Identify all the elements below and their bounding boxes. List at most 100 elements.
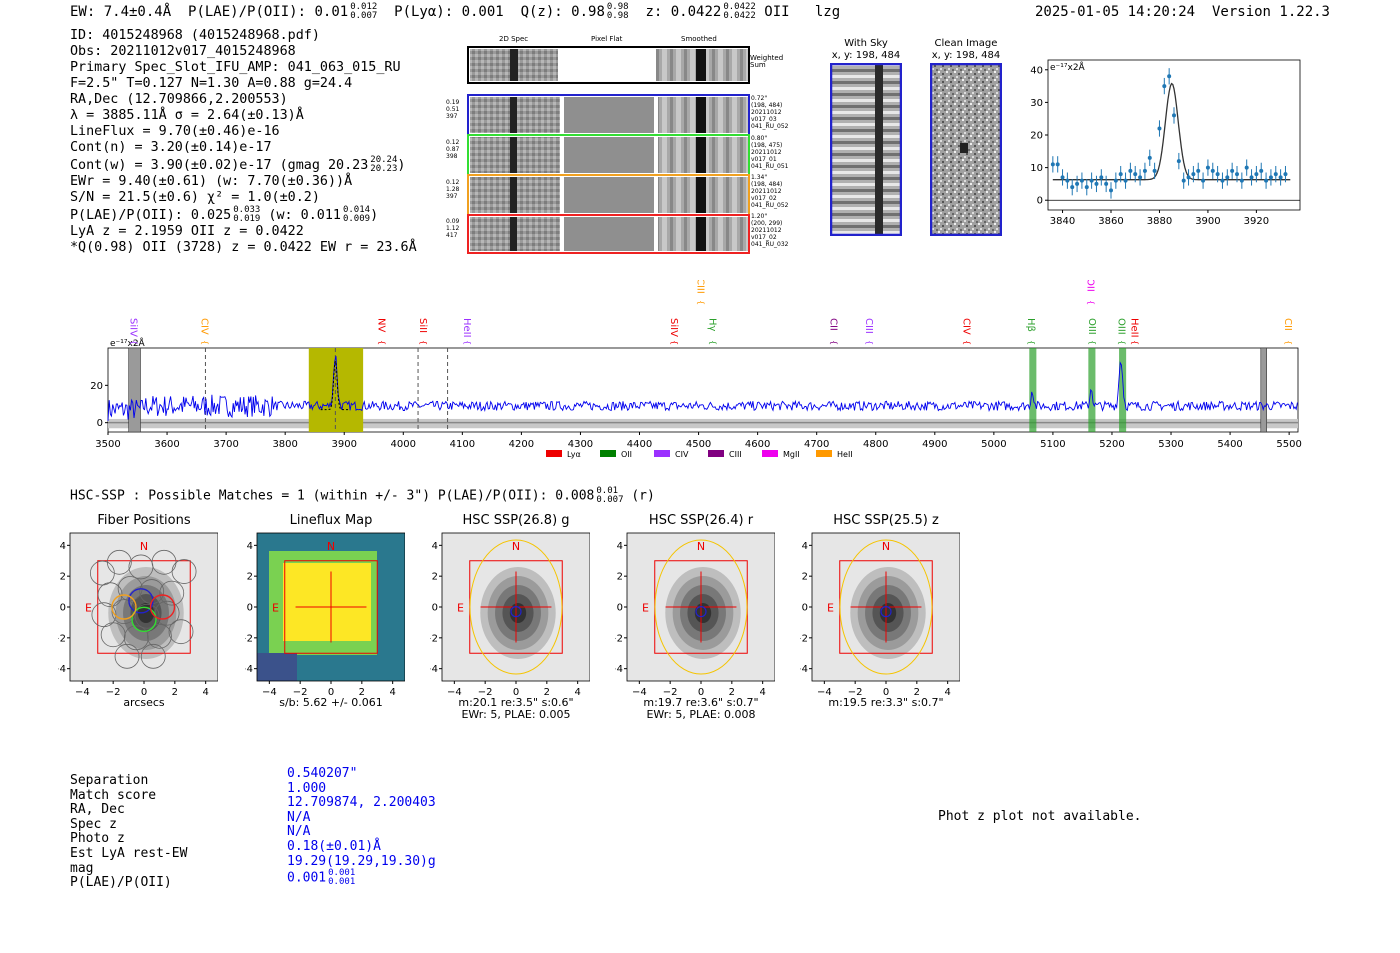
cutout-row-1: [467, 94, 750, 136]
panel-xtick-label: −4: [817, 687, 832, 698]
legend-swatch: [546, 450, 562, 457]
spectrum-xtick-label: 4100: [450, 439, 475, 450]
row-3-left-c: 397: [446, 193, 458, 200]
match-label-mag: mag: [70, 860, 94, 876]
legend-label: HeII: [837, 450, 853, 459]
row-3-left-a: 0.12: [446, 179, 460, 186]
row-3-right-b: (198, 484): [751, 181, 783, 188]
row-2-left-b: 0.87: [446, 146, 460, 153]
row-1-right-e: 041_RU_052: [751, 123, 789, 130]
row-3-right-c: 20211012: [751, 188, 782, 195]
panel-ytick-label: 4: [617, 541, 623, 552]
row-1-left: 0.19 0.51 397: [446, 99, 459, 120]
panel-ytick-label: −4: [245, 664, 253, 675]
spectrum-fit-overlay: [320, 360, 351, 411]
fiber-circle: [168, 619, 194, 645]
spectrum-ytick-label: 0: [97, 418, 103, 429]
fit-data-point: [1249, 175, 1254, 180]
panel-xtick-label: 0: [883, 687, 889, 698]
row-4-right-b: (200, 299): [751, 220, 783, 227]
match-label-plae: P(LAE)/P(OII): [70, 875, 172, 891]
header-flag: lzg: [814, 4, 841, 20]
hsc-panel-caption: s/b: 5.62 +/- 0.061: [247, 697, 415, 709]
hsc-panel-title: HSC SSP(26.4) r: [648, 513, 754, 528]
panel-ytick-label: 2: [60, 572, 66, 583]
match-labels: Separation Match score RA, Dec Spec z Ph…: [70, 773, 187, 891]
fit-data-point: [1138, 175, 1143, 180]
header-plae-label: P(LAE)/P(OII):: [188, 4, 307, 20]
hsc-panel-caption-line: m:19.5 re:3.3" s:0.7": [828, 696, 944, 709]
panel-ytick-label: 2: [247, 572, 253, 583]
fit-data-point: [1128, 168, 1133, 173]
row-4-right-a: 1.20": [751, 213, 768, 220]
with-sky-header: With Sky x, y: 198, 484: [826, 38, 906, 62]
fit-data-point: [1210, 168, 1215, 173]
cutout-weighted-row: [467, 46, 750, 84]
fit-data-point: [1244, 165, 1249, 170]
fit-data-point: [1157, 126, 1162, 131]
row-4-left-a: 0.09: [446, 218, 460, 225]
spectrum-line-label: Hβ {: [1025, 318, 1036, 345]
spectrum-xtick-label: 5200: [1099, 439, 1124, 450]
spectrum-line-label: SiII {: [417, 318, 428, 345]
fit-data-point: [1220, 178, 1225, 183]
spectrum-xtick-label: 4300: [568, 439, 593, 450]
col-label-smoothed: Smoothed: [681, 35, 717, 43]
spectrum-line-name: SiII: [417, 318, 428, 333]
spectrum-line-label: OIII {: [1116, 318, 1127, 345]
hsc-header: HSC-SSP : Possible Matches = 1 (within +…: [70, 487, 655, 505]
header-plae-lo: 0.007: [350, 11, 378, 21]
spectrum-line-label: CIV {: [198, 318, 209, 345]
panel-xtick-label: 2: [172, 687, 178, 698]
spectrum-xtick-label: 4900: [922, 439, 947, 450]
full-spectrum-chart: 3500 3600 3700 3800 3900 4000 4100 4200 4300 4400…: [90, 280, 1302, 459]
fit-data-point: [1142, 168, 1147, 173]
east-label: E: [272, 602, 279, 615]
fit-data-point: [1084, 185, 1089, 190]
panel-ytick-label: 2: [802, 572, 808, 583]
fit-data-point: [1278, 175, 1283, 180]
spectrum-xtick-label: 3800: [272, 439, 297, 450]
hsc-panel-caption: arcsecs: [60, 697, 228, 709]
info-contw-main: Cont(w) = 3.90(±0.02)e-17 (gmag 20.23: [70, 158, 369, 173]
spectrum-line-brace: {: [463, 340, 472, 345]
spectrum-line-name: OIII: [1086, 318, 1097, 335]
row-2-right-b: (198, 475): [751, 142, 783, 149]
north-label: N: [327, 540, 335, 553]
fiber-circle-fourth: [149, 594, 176, 620]
panel-xtick-label: −4: [447, 687, 462, 698]
spectrum-line-brace: {: [419, 340, 428, 345]
row-2-right: 0.80" (198, 475) 20211012 v017_01 041_RU_051: [751, 135, 788, 170]
weighted-sum-label: Weighted Sum: [750, 54, 784, 69]
match-value-ew: 0.18(±0.01)Å: [287, 838, 381, 854]
spectrum-line-brace: {: [200, 340, 209, 345]
info-sn: S/N = 21.5(±0.6) χ² = 1.0(±0.2): [70, 190, 320, 205]
row-2-right-c: 20211012: [751, 149, 782, 156]
info-lyaz: LyA z = 2.1959 OII z = 0.0422: [70, 224, 304, 239]
spectrum-line-label: Hγ {: [706, 318, 717, 345]
spectrum-line-name: Hβ: [1025, 318, 1036, 332]
fit-ytick-label: 0: [1037, 196, 1043, 207]
fit-xtick-label: 3880: [1147, 216, 1172, 227]
row-2-left-c: 398: [446, 153, 458, 160]
fit-data-point: [1264, 178, 1269, 183]
legend-swatch: [816, 450, 832, 457]
spectrum-masked-region-right: [1260, 347, 1267, 433]
legend-label: CIII: [729, 450, 742, 459]
header-qz-hi: 0.98: [606, 2, 629, 12]
fit-ytick-label: 30: [1030, 98, 1043, 109]
fit-data-point: [1254, 172, 1259, 177]
panel-xtick-label: −2: [663, 687, 678, 698]
fit-ytick-label: 10: [1030, 163, 1043, 174]
spectrum-xtick-label: 4600: [745, 439, 770, 450]
hsc-panel-image: N E 4 2 0 −2 −4 −4 −2 0 2 4: [615, 532, 775, 698]
spectrum-line-name: OII: [1084, 280, 1095, 292]
with-sky-title: With Sky: [844, 38, 888, 49]
spectrum-line-brace: {: [378, 340, 387, 345]
row-4-left-b: 1.12: [446, 225, 460, 232]
info-plae-w-hi: 0.014: [342, 205, 371, 215]
info-obs: Obs: 20211012v017_4015248968: [70, 44, 296, 59]
clean-header: Clean Image x, y: 198, 484: [926, 38, 1006, 62]
spectrum-line-label: NV {: [376, 318, 387, 345]
spectrum-xtick-label: 4000: [391, 439, 416, 450]
